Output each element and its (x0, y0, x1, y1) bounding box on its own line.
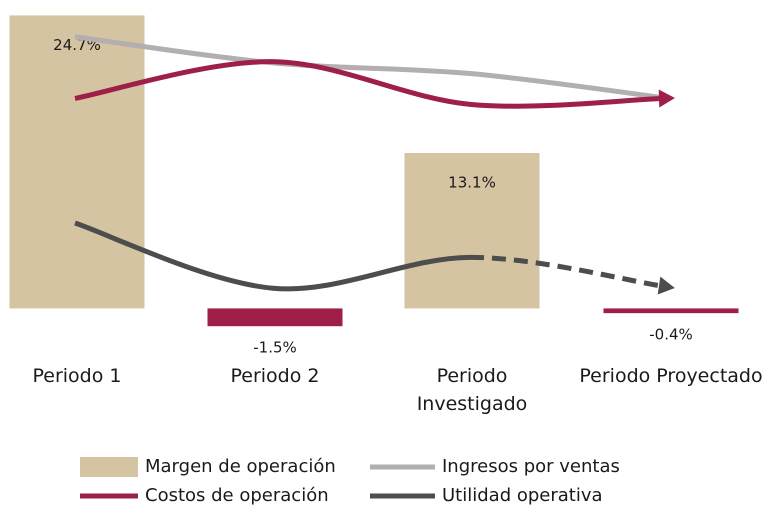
arrowhead (658, 89, 675, 108)
arrowhead (657, 276, 675, 295)
x-tick-label: Periodo 2 (230, 365, 320, 387)
legend-label: Ingresos por ventas (442, 456, 620, 477)
line (74, 59, 662, 109)
legend-label: Utilidad operativa (442, 485, 603, 506)
value-label: -1.5% (253, 339, 297, 357)
x-tick-label: Periodo 1 (32, 365, 122, 387)
x-tick-label: Periodo Investigado (416, 365, 528, 415)
line-projected (469, 254, 662, 289)
value-label: -0.4% (649, 326, 693, 344)
bar (9, 15, 145, 309)
value-label: 13.1% (448, 174, 496, 192)
line (74, 220, 471, 292)
legend-label: Margen de operación (145, 456, 336, 477)
bar (404, 153, 540, 309)
x-tick-label: Periodo Proyectado (579, 365, 763, 387)
line (74, 34, 670, 101)
legend-swatch (80, 457, 138, 477)
bar (207, 308, 343, 327)
bar (603, 308, 739, 314)
legend-label: Costos de operación (145, 485, 329, 506)
